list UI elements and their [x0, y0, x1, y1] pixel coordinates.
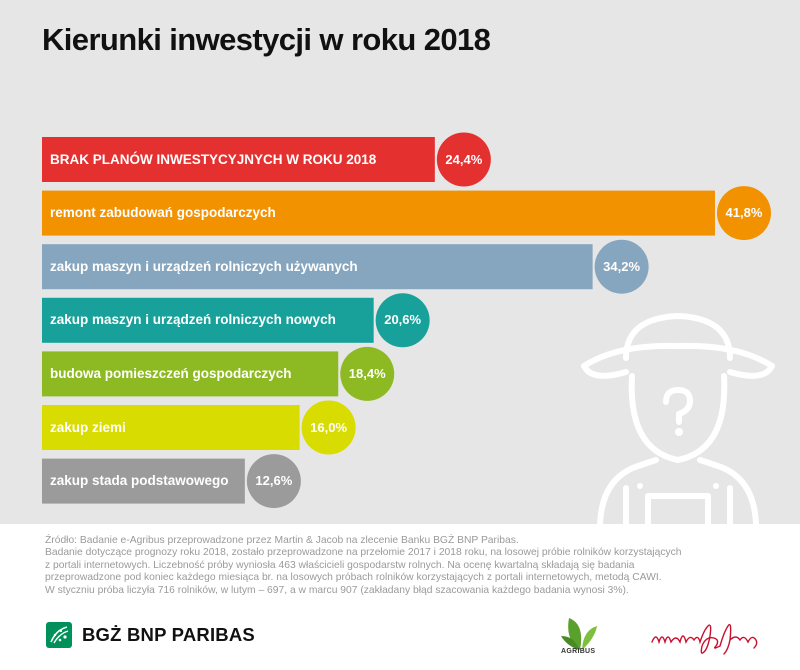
value-bubble-0 — [436, 132, 491, 187]
value-label-5: 16,0% — [310, 419, 348, 435]
martin-jacob-logo — [651, 623, 758, 655]
value-label-6: 12,6% — [255, 473, 293, 489]
value-bubble-6 — [246, 454, 301, 509]
bar-0 — [42, 137, 435, 182]
footer-line: Badanie dotyczące prognozy roku 2018, zo… — [45, 547, 682, 559]
bar-3 — [42, 297, 374, 343]
chart-panel: Kierunki inwestycji w roku 2018 BRAK PLA… — [0, 0, 800, 524]
value-bubble-2 — [594, 239, 649, 294]
value-label-2: 34,2% — [603, 258, 641, 274]
bar-label-4: budowa pomieszczeń gospodarczych — [50, 365, 292, 381]
bar-2 — [42, 244, 593, 290]
bar-6 — [42, 458, 245, 504]
footer-line: W styczniu próba liczyła 716 rolników, w… — [45, 584, 629, 596]
value-label-1: 41,8% — [725, 205, 763, 221]
value-label-0: 24,4% — [445, 151, 483, 167]
footer-notes: Źródło: Badanie e-Agribus przeprowadzone… — [45, 535, 765, 597]
agribus-logo-text: AGRIBUS — [561, 648, 596, 655]
agribus-leaf-icon — [561, 618, 597, 650]
farmer-illustration — [581, 313, 775, 524]
bar-1 — [42, 190, 715, 236]
bgz-logo-text: BGŻ BNP PARIBAS — [82, 624, 255, 645]
value-bubble-1 — [716, 186, 771, 241]
value-bubble-4 — [340, 346, 395, 401]
footer-line: przeprowadzone pod koniec każdego miesią… — [45, 572, 662, 584]
footer-line: Źródło: Badanie e-Agribus przeprowadzone… — [45, 535, 519, 546]
chart-title: Kierunki inwestycji w roku 2018 — [42, 22, 491, 57]
value-label-3: 20,6% — [384, 312, 422, 328]
value-bubble-3 — [375, 293, 430, 348]
value-bubble-5 — [301, 400, 356, 455]
bgz-stars-icon — [46, 622, 72, 648]
bar-5 — [42, 405, 300, 450]
bar-4 — [42, 351, 339, 397]
bar-label-2: zakup maszyn i urządzeń rolniczych używa… — [50, 258, 358, 274]
bar-label-3: zakup maszyn i urządzeń rolniczych nowyc… — [50, 312, 336, 328]
bar-label-1: remont zabudowań gospodarczych — [50, 205, 276, 221]
bar-chart — [42, 132, 771, 509]
bgz-bnp-paribas-logo: BGŻ BNP PARIBAS — [46, 622, 255, 648]
bar-label-5: zakup ziemi — [50, 419, 126, 435]
footer-line: z portali internetowych. Liczebność prób… — [45, 559, 635, 571]
bar-label-0: BRAK PLANÓW INWESTYCYJNYCH W ROKU 2018 — [50, 151, 377, 167]
value-label-4: 18,4% — [348, 365, 386, 381]
bar-label-6: zakup stada podstawowego — [50, 473, 229, 489]
